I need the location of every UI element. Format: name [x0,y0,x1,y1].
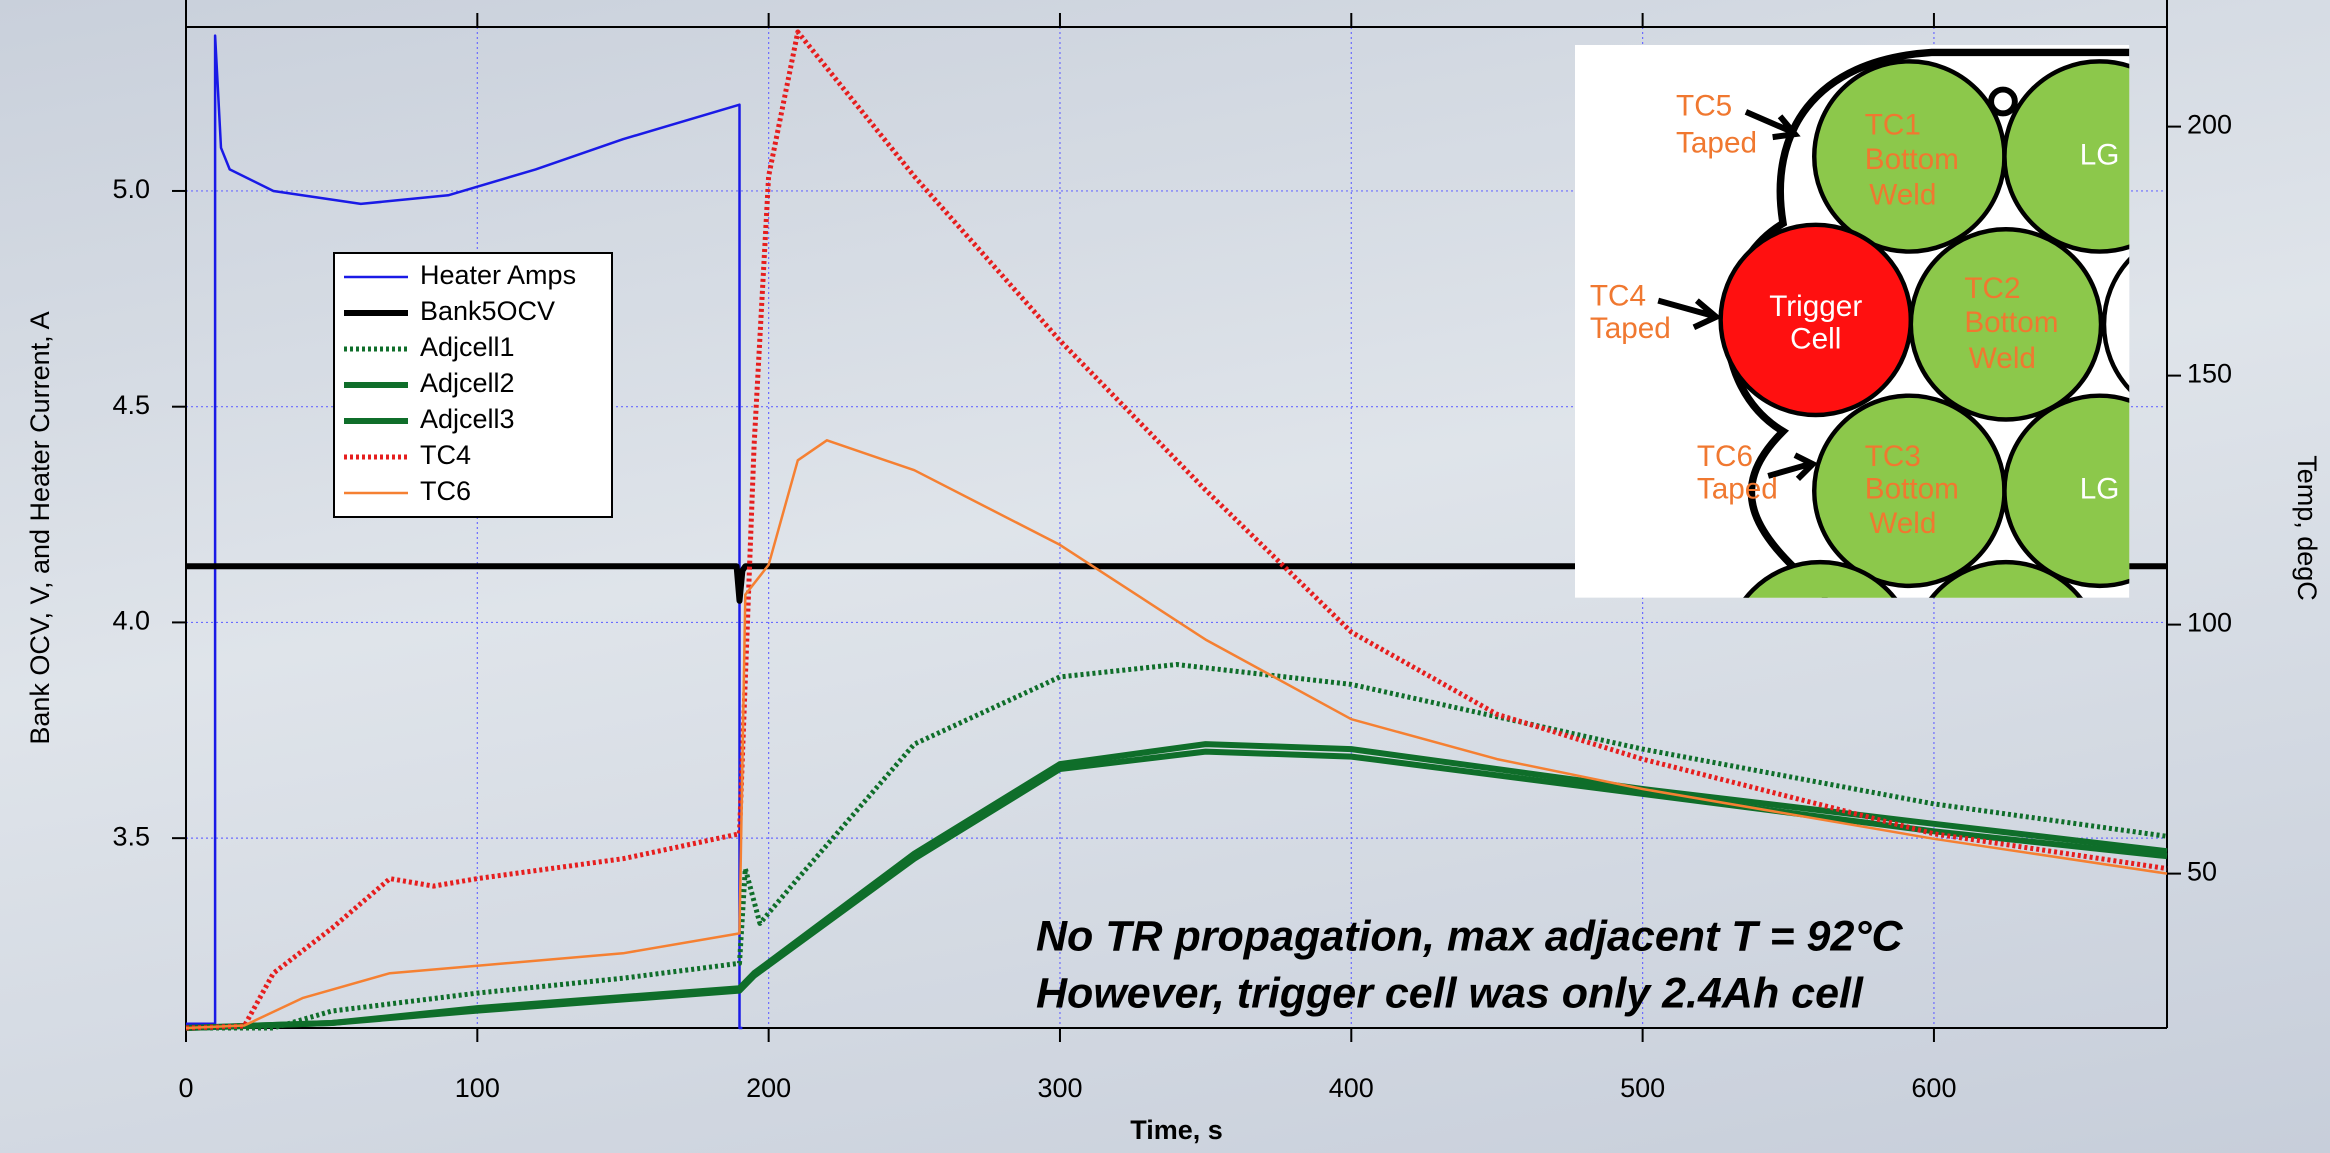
inset-label: LG [2080,473,2120,506]
x-tick-label: 600 [1911,1073,1956,1103]
inset-label: LG [2080,138,2120,171]
cell [2002,393,2130,589]
series-line [186,563,2167,604]
inset-label: Trigger [1769,290,1862,323]
annotation: No TR propagation, max adjacent T = 92°C [1036,912,1904,960]
inset-label: TC3 [1865,440,1921,473]
inset-label: Bottom [1865,143,1959,176]
x-axis-label: Time, s [1130,1115,1223,1145]
inset-label: Taped [1590,312,1671,345]
inset-label: TC1 [1865,109,1921,142]
legend-label: TC4 [420,440,471,470]
inset-label: TC6 [1697,440,1753,473]
y-tick-label: 4.5 [112,390,150,420]
y-tick-label: 4.0 [112,606,150,636]
terminal [1988,86,2018,117]
legend-box [333,252,613,518]
inset-label: Weld [1969,342,2036,375]
cell [2002,59,2130,254]
legend-label: Heater Amps [420,260,576,290]
y-tick-label: 5.0 [112,174,150,204]
inset-label: Weld [1869,178,1936,211]
legend-label: Adjcell1 [420,332,515,362]
arrow [1744,109,1801,141]
y2-tick-label: 100 [2187,608,2232,638]
y2-tick-label: 150 [2187,359,2232,389]
x-tick-label: 300 [1037,1073,1082,1103]
inset-label: Weld [1869,507,1936,540]
inset-label: Taped [1676,126,1757,159]
series-line [186,34,743,1030]
series-line [185,748,2168,1031]
cell [2101,256,2130,393]
annotation: However, trigger cell was only 2.4Ah cel… [1036,969,1864,1017]
legend-label: Adjcell3 [420,404,515,434]
x-tick-label: 400 [1329,1073,1374,1103]
x-tick-label: 0 [178,1073,193,1103]
series-line [185,29,2168,1031]
legend-label: TC6 [420,476,471,506]
series-line [185,439,2168,1030]
arrow [1657,297,1722,331]
inset-label: Bottom [1865,473,1959,506]
y2-tick-label: 50 [2187,857,2217,887]
inset-label: Cell [1790,323,1841,356]
inset-label: TC2 [1964,272,2020,305]
inset-label: TC4 [1590,279,1646,312]
inset-label: Taped [1697,473,1778,506]
inset-diagram: TC5 Taped TC4 Taped TC6 Taped TC1 Bottom… [1575,45,2130,598]
inset-label: Bottom [1964,306,2058,339]
cell [1908,227,2104,422]
y-tick-label: 3.5 [112,821,150,851]
y2-tick-label: 200 [2187,110,2232,140]
arrow [1767,452,1818,482]
y2-axis-label: Temp, degC [2292,455,2322,601]
cell [1928,559,2084,598]
legend-label: Bank5OCV [420,296,555,326]
cell [1743,559,1898,598]
x-tick-label: 500 [1620,1073,1665,1103]
inset-label: TC5 [1676,89,1732,122]
x-tick-label: 100 [455,1073,500,1103]
x-tick-label: 200 [746,1073,791,1103]
y-axis-label: Bank OCV, V, and Heater Current, A [25,311,55,744]
legend-label: Adjcell2 [420,368,515,398]
